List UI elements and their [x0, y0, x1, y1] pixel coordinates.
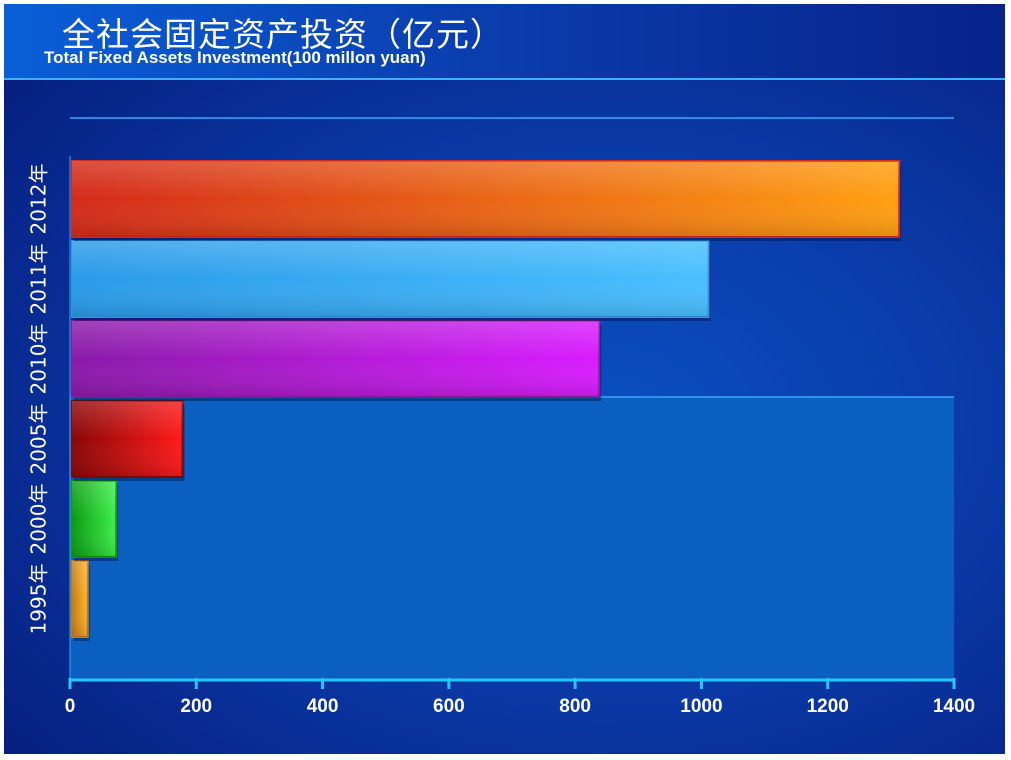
category-label: 1995年 — [27, 564, 51, 635]
bar-gloss — [72, 321, 600, 397]
x-tick-label: 1200 — [807, 696, 849, 717]
bar-chart: 0 200 400 600 800 1000 1200 1400 1995年 2000年 2005… — [27, 117, 975, 717]
bar-gloss — [72, 481, 117, 557]
category-label: 2012年 — [27, 164, 51, 235]
category-label: 2011年 — [27, 244, 51, 315]
x-tick-labels: 0 200 400 600 800 1000 1200 1400 — [65, 696, 975, 717]
x-tick-label: 800 — [559, 696, 591, 717]
x-tick-label: 1400 — [933, 696, 975, 717]
bar-gloss — [72, 401, 183, 477]
category-label: 2010年 — [27, 324, 51, 395]
bar-gloss — [72, 161, 900, 237]
bar-gloss — [72, 561, 88, 637]
chart-lower-panel — [70, 397, 954, 680]
x-tick-label: 600 — [433, 696, 465, 717]
bar-gloss — [72, 241, 709, 317]
bars — [71, 160, 902, 641]
category-label: 2005年 — [27, 404, 51, 475]
x-tick-label: 200 — [180, 696, 212, 717]
x-tick-label: 1000 — [680, 696, 722, 717]
x-axis — [68, 678, 956, 689]
header: 全社会固定资产投资（亿元） Total Fixed Assets Investm… — [4, 4, 1005, 80]
slide: 全社会固定资产投资（亿元） Total Fixed Assets Investm… — [4, 4, 1005, 754]
chart-title: 全社会固定资产投资（亿元） — [62, 15, 504, 54]
chart-subtitle: Total Fixed Assets Investment(100 millon… — [44, 48, 426, 67]
x-tick-label: 0 — [65, 696, 76, 717]
category-label: 2000年 — [27, 484, 51, 555]
category-labels: 1995年 2000年 2005年 2010年 2011年 2012年 — [27, 164, 51, 635]
x-tick-label: 400 — [307, 696, 339, 717]
